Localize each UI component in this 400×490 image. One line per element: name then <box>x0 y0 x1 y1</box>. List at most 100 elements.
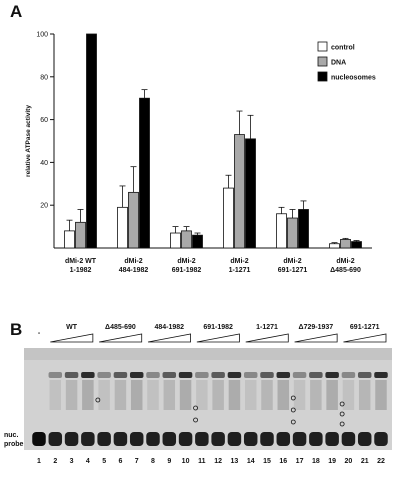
lane-number: 1 <box>37 458 41 465</box>
complex-band <box>97 372 111 378</box>
complex-band <box>129 372 144 378</box>
category-label: dMi-2 <box>230 258 248 265</box>
smear <box>244 380 257 410</box>
lane-number: 9 <box>167 458 171 465</box>
y-tick-label: 20 <box>40 203 48 210</box>
group-label: 691-1982 <box>203 324 233 331</box>
titration-wedge <box>245 333 289 343</box>
lane-number: 11 <box>198 458 206 465</box>
complex-marker <box>339 421 345 427</box>
legend-swatch <box>317 71 328 82</box>
bar <box>139 97 150 249</box>
free-probe-band <box>48 432 63 446</box>
group-label: WT <box>66 324 78 331</box>
category-label: dMi-2 <box>177 258 195 265</box>
bar <box>351 241 362 249</box>
complex-marker <box>339 411 345 417</box>
bar <box>128 191 139 249</box>
legend-label: nucleosomes <box>331 75 376 82</box>
complex-band <box>195 372 209 378</box>
complex-band <box>81 372 95 378</box>
smear <box>147 380 159 410</box>
free-probe-band <box>162 432 177 446</box>
smear <box>212 380 224 410</box>
bar <box>192 234 203 249</box>
free-probe-band <box>374 432 388 446</box>
bar <box>117 206 128 249</box>
probe-label: nuc. <box>4 432 18 439</box>
free-probe-band <box>357 432 372 446</box>
smear <box>82 380 94 410</box>
complex-band <box>178 372 193 378</box>
y-axis-label: relative ATPase activity <box>25 105 32 177</box>
lane-number: 5 <box>102 458 106 465</box>
bar <box>245 138 256 249</box>
lane-number: 4 <box>86 458 90 465</box>
lane-number: 22 <box>377 458 385 465</box>
free-probe-band <box>243 432 258 446</box>
titration-wedge <box>196 333 240 343</box>
free-probe-band <box>227 432 242 446</box>
complex-band <box>64 372 79 378</box>
complex-band <box>374 372 388 378</box>
mock-lane-label: - <box>38 330 41 337</box>
bar <box>329 243 340 249</box>
complex-marker <box>339 401 345 407</box>
lane-number: 3 <box>70 458 74 465</box>
category-label: dMi-2 <box>336 258 354 265</box>
smear <box>358 380 371 410</box>
category-label: dMi-2 <box>283 258 301 265</box>
bar <box>75 221 86 249</box>
bar <box>340 239 351 249</box>
smear <box>98 380 110 410</box>
group-label: Δ485-690 <box>105 324 136 331</box>
smear <box>228 380 241 410</box>
complex-band <box>260 372 274 378</box>
complex-band <box>309 372 323 378</box>
complex-band <box>113 372 128 378</box>
y-tick-label: 100 <box>36 32 48 39</box>
complex-band <box>325 372 339 378</box>
category-label: Δ485-690 <box>330 267 361 274</box>
lane-number: 6 <box>118 458 122 465</box>
free-probe-band <box>325 432 339 446</box>
free-probe-band <box>195 432 209 446</box>
complex-marker <box>193 405 198 411</box>
complex-band <box>162 372 177 378</box>
smear <box>326 380 338 410</box>
smear <box>65 380 78 410</box>
titration-wedge <box>99 333 143 343</box>
lane-number: 14 <box>247 458 255 465</box>
complex-band <box>276 372 291 378</box>
free-probe-band <box>64 432 79 446</box>
legend-swatch <box>317 41 328 52</box>
panel-b-label: B <box>10 320 23 339</box>
y-tick-label: 80 <box>40 74 48 81</box>
free-probe-band <box>276 432 291 446</box>
complex-band <box>243 372 258 378</box>
lane-number: 2 <box>53 458 57 465</box>
complex-marker <box>95 397 101 403</box>
y-tick-label: 60 <box>40 117 48 124</box>
complex-band <box>292 372 307 378</box>
free-probe-band <box>81 432 95 446</box>
gel-shift-panel: WT Δ485-690 484-1982 691-1982 1-1271 Δ729-193… <box>4 324 392 465</box>
category-label: 1-1271 <box>229 267 251 274</box>
group-label: 691-1271 <box>350 324 380 331</box>
complex-band <box>341 372 356 378</box>
lane-number: 17 <box>296 458 304 465</box>
bar <box>276 213 287 249</box>
group-label: 484-1982 <box>154 324 184 331</box>
lane-number: 7 <box>135 458 139 465</box>
group-label: Δ729-1937 <box>299 324 334 331</box>
y-tick-label: 40 <box>40 160 48 167</box>
smear <box>179 380 192 410</box>
bar <box>287 217 298 249</box>
complex-marker <box>290 395 296 401</box>
probe-label: probe <box>4 441 24 448</box>
free-probe-band <box>146 432 160 446</box>
titration-wedge <box>294 333 338 343</box>
complex-marker <box>193 417 198 423</box>
complex-band <box>357 372 372 378</box>
